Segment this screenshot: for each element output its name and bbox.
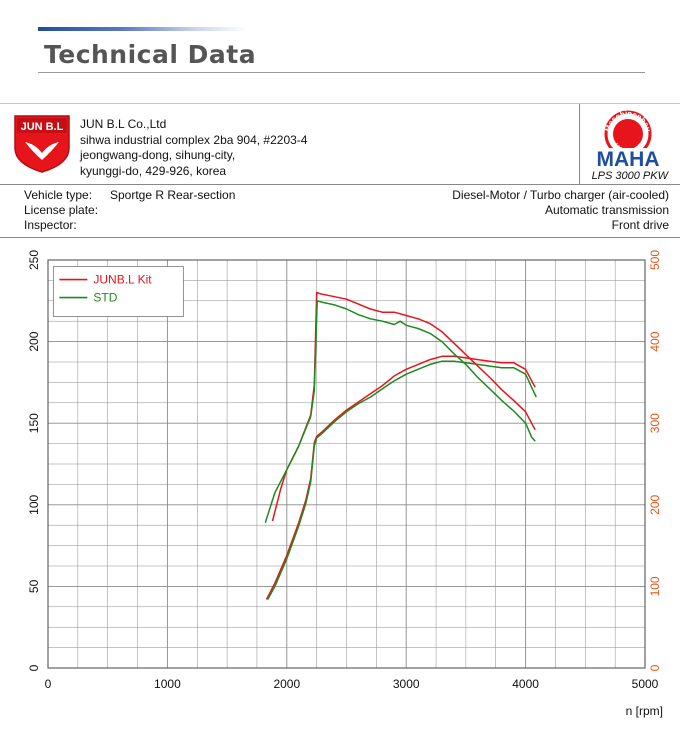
- legend-label: STD: [93, 291, 117, 305]
- y-left-tick-label: 150: [27, 413, 41, 433]
- y-right-tick-label: 400: [648, 331, 662, 351]
- y-left-tick-label: 100: [27, 494, 41, 514]
- maha-logo-panel: Maschinenbau Haldenwang MAHA LPS 3000 PK…: [579, 104, 672, 184]
- y-left-tick-label: 0: [27, 664, 41, 671]
- y-right-tick-label: 300: [648, 413, 662, 433]
- y-right-tick-label: 0: [648, 664, 662, 671]
- vehicle-info: Vehicle type: Sportge R Rear-section Die…: [0, 184, 680, 238]
- junbl-logo-text: JUN B.L: [21, 121, 64, 133]
- dyno-chart-svg: 0 1000 2000 3000 4000 5000 0 50 100 150 200 250 0 100…: [27, 250, 663, 718]
- engine-type: Diesel-Motor / Turbo charger (air-cooled…: [452, 188, 669, 202]
- company-address-line: jeongwang-dong, sihung-city,: [80, 148, 236, 162]
- y-right-tick-label: 500: [648, 250, 662, 270]
- x-tick-label: 2000: [273, 677, 300, 691]
- junbl-logo: JUN B.L: [14, 115, 70, 173]
- y-right-tick-label: 200: [648, 494, 662, 514]
- x-axis-label: n [rpm]: [626, 704, 663, 718]
- sheet-header: JUN B.L JUN B.L Co.,Ltd sihwa industrial…: [0, 104, 680, 185]
- title-divider: [38, 72, 645, 73]
- dyno-chart: 0 1000 2000 3000 4000 5000 0 50 100 150 200 250 0 100…: [0, 235, 680, 734]
- title-accent-bar: [38, 27, 248, 31]
- y-left-tick-label: 250: [27, 250, 41, 270]
- drive-type: Front drive: [611, 218, 669, 232]
- x-tick-label: 1000: [154, 677, 181, 691]
- x-tick-label: 0: [45, 677, 52, 691]
- vehicle-type-value: Sportge R Rear-section: [110, 188, 236, 202]
- legend-box: [52, 266, 184, 317]
- series-line-std: [267, 360, 537, 600]
- inspector-label: Inspector:: [24, 218, 77, 232]
- y-left-tick-label: 200: [27, 331, 41, 351]
- transmission-type: Automatic transmission: [544, 203, 669, 217]
- maha-brand: MAHA: [597, 148, 660, 170]
- dyno-sheet: JUN B.L JUN B.L Co.,Ltd sihwa industrial…: [0, 103, 680, 735]
- license-plate-label: License plate:: [24, 203, 99, 217]
- maha-model: LPS 3000 PKW: [591, 170, 668, 182]
- company-info: JUN B.L Co.,Ltd sihwa industrial complex…: [80, 117, 307, 179]
- series-line-std-power: [264, 300, 536, 524]
- x-tick-label: 5000: [632, 677, 659, 691]
- x-tick-label: 4000: [512, 677, 539, 691]
- company-address-line: sihwa industrial complex 2ba 904, #2203-…: [80, 132, 308, 147]
- y-left-tick-label: 50: [27, 579, 41, 593]
- plot-frame: [47, 259, 646, 669]
- legend-label: JUNB.L Kit: [93, 273, 152, 287]
- maha-logo: Maschinenbau Haldenwang MAHA: [597, 109, 660, 171]
- vehicle-type-label: Vehicle type:: [24, 188, 93, 202]
- y-right-tick-label: 100: [648, 576, 662, 596]
- x-tick-label: 3000: [393, 677, 420, 691]
- company-name: JUN B.L Co.,Ltd: [80, 117, 167, 131]
- company-address-line: kyunggi-do, 429-926, korea: [80, 163, 227, 178]
- series-line-junb-l-kit: [265, 355, 536, 600]
- page-title: Technical Data: [44, 40, 257, 69]
